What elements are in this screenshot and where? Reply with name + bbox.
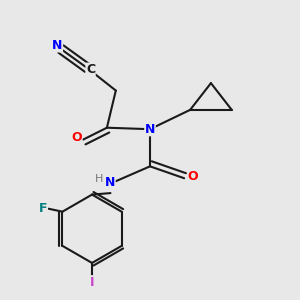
Text: O: O <box>188 170 198 183</box>
Text: I: I <box>90 276 94 289</box>
Text: N: N <box>52 39 62 52</box>
Text: H: H <box>95 174 104 184</box>
Text: F: F <box>39 202 47 215</box>
Text: N: N <box>145 123 155 136</box>
Text: O: O <box>71 131 82 144</box>
Text: N: N <box>105 176 115 189</box>
Text: C: C <box>86 63 95 76</box>
